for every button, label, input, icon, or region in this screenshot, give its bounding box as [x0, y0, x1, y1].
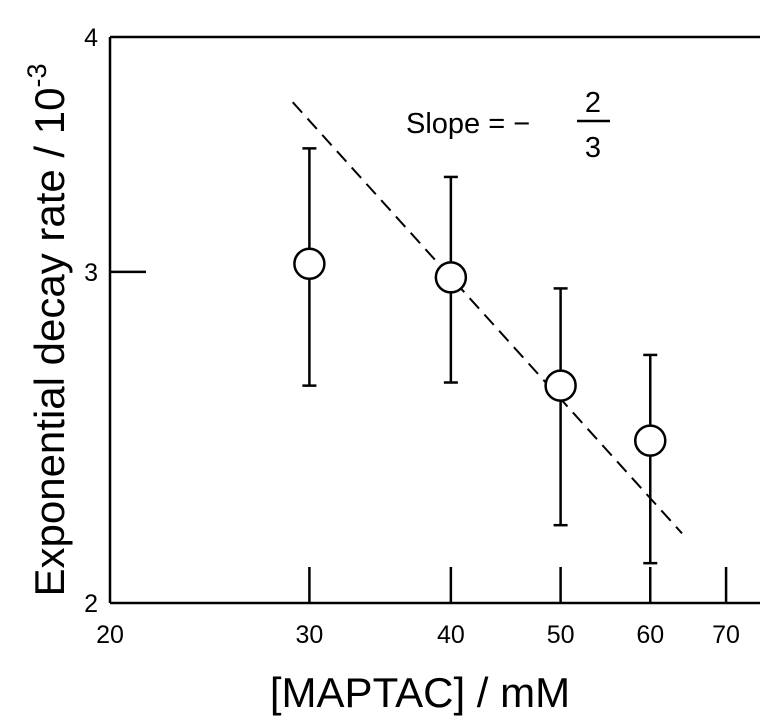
data-point-1 [434, 261, 468, 294]
data-point-3 [634, 424, 667, 457]
data-points [293, 247, 667, 457]
y-axis-title: Exponential decay rate / 10-3 [22, 63, 73, 596]
x-tick-label-50: 50 [547, 621, 575, 649]
slope-label: Slope = − [406, 108, 530, 140]
fit-line-group [291, 101, 683, 535]
x-tick-label-60: 60 [636, 621, 664, 649]
slope-denominator: 3 [585, 132, 601, 164]
slope-numerator: 2 [585, 87, 601, 119]
data-point-0 [293, 247, 326, 281]
slope-annotation: Slope = − 2 3 [406, 87, 610, 164]
y-tick-label-3: 3 [84, 259, 98, 287]
ticks: 20 30 40 50 60 70 2 3 4 [84, 24, 740, 649]
x-axis-title: [MAPTAC] / mM [270, 669, 570, 716]
data-point-2 [544, 369, 577, 402]
axes [108, 35, 760, 605]
y-axis-title-main: Exponential decay rate / 10 [26, 88, 73, 597]
x-tick-label-70: 70 [712, 621, 740, 649]
x-tick-label-30: 30 [295, 621, 323, 649]
y-tick-label-4: 4 [84, 24, 98, 52]
x-tick-label-40: 40 [437, 621, 465, 649]
y-tick-label-2: 2 [84, 590, 98, 618]
fit-line [291, 101, 683, 535]
y-axis-title-exponent: -3 [22, 63, 52, 87]
error-bars [302, 147, 658, 565]
x-tick-label-20: 20 [96, 621, 124, 649]
